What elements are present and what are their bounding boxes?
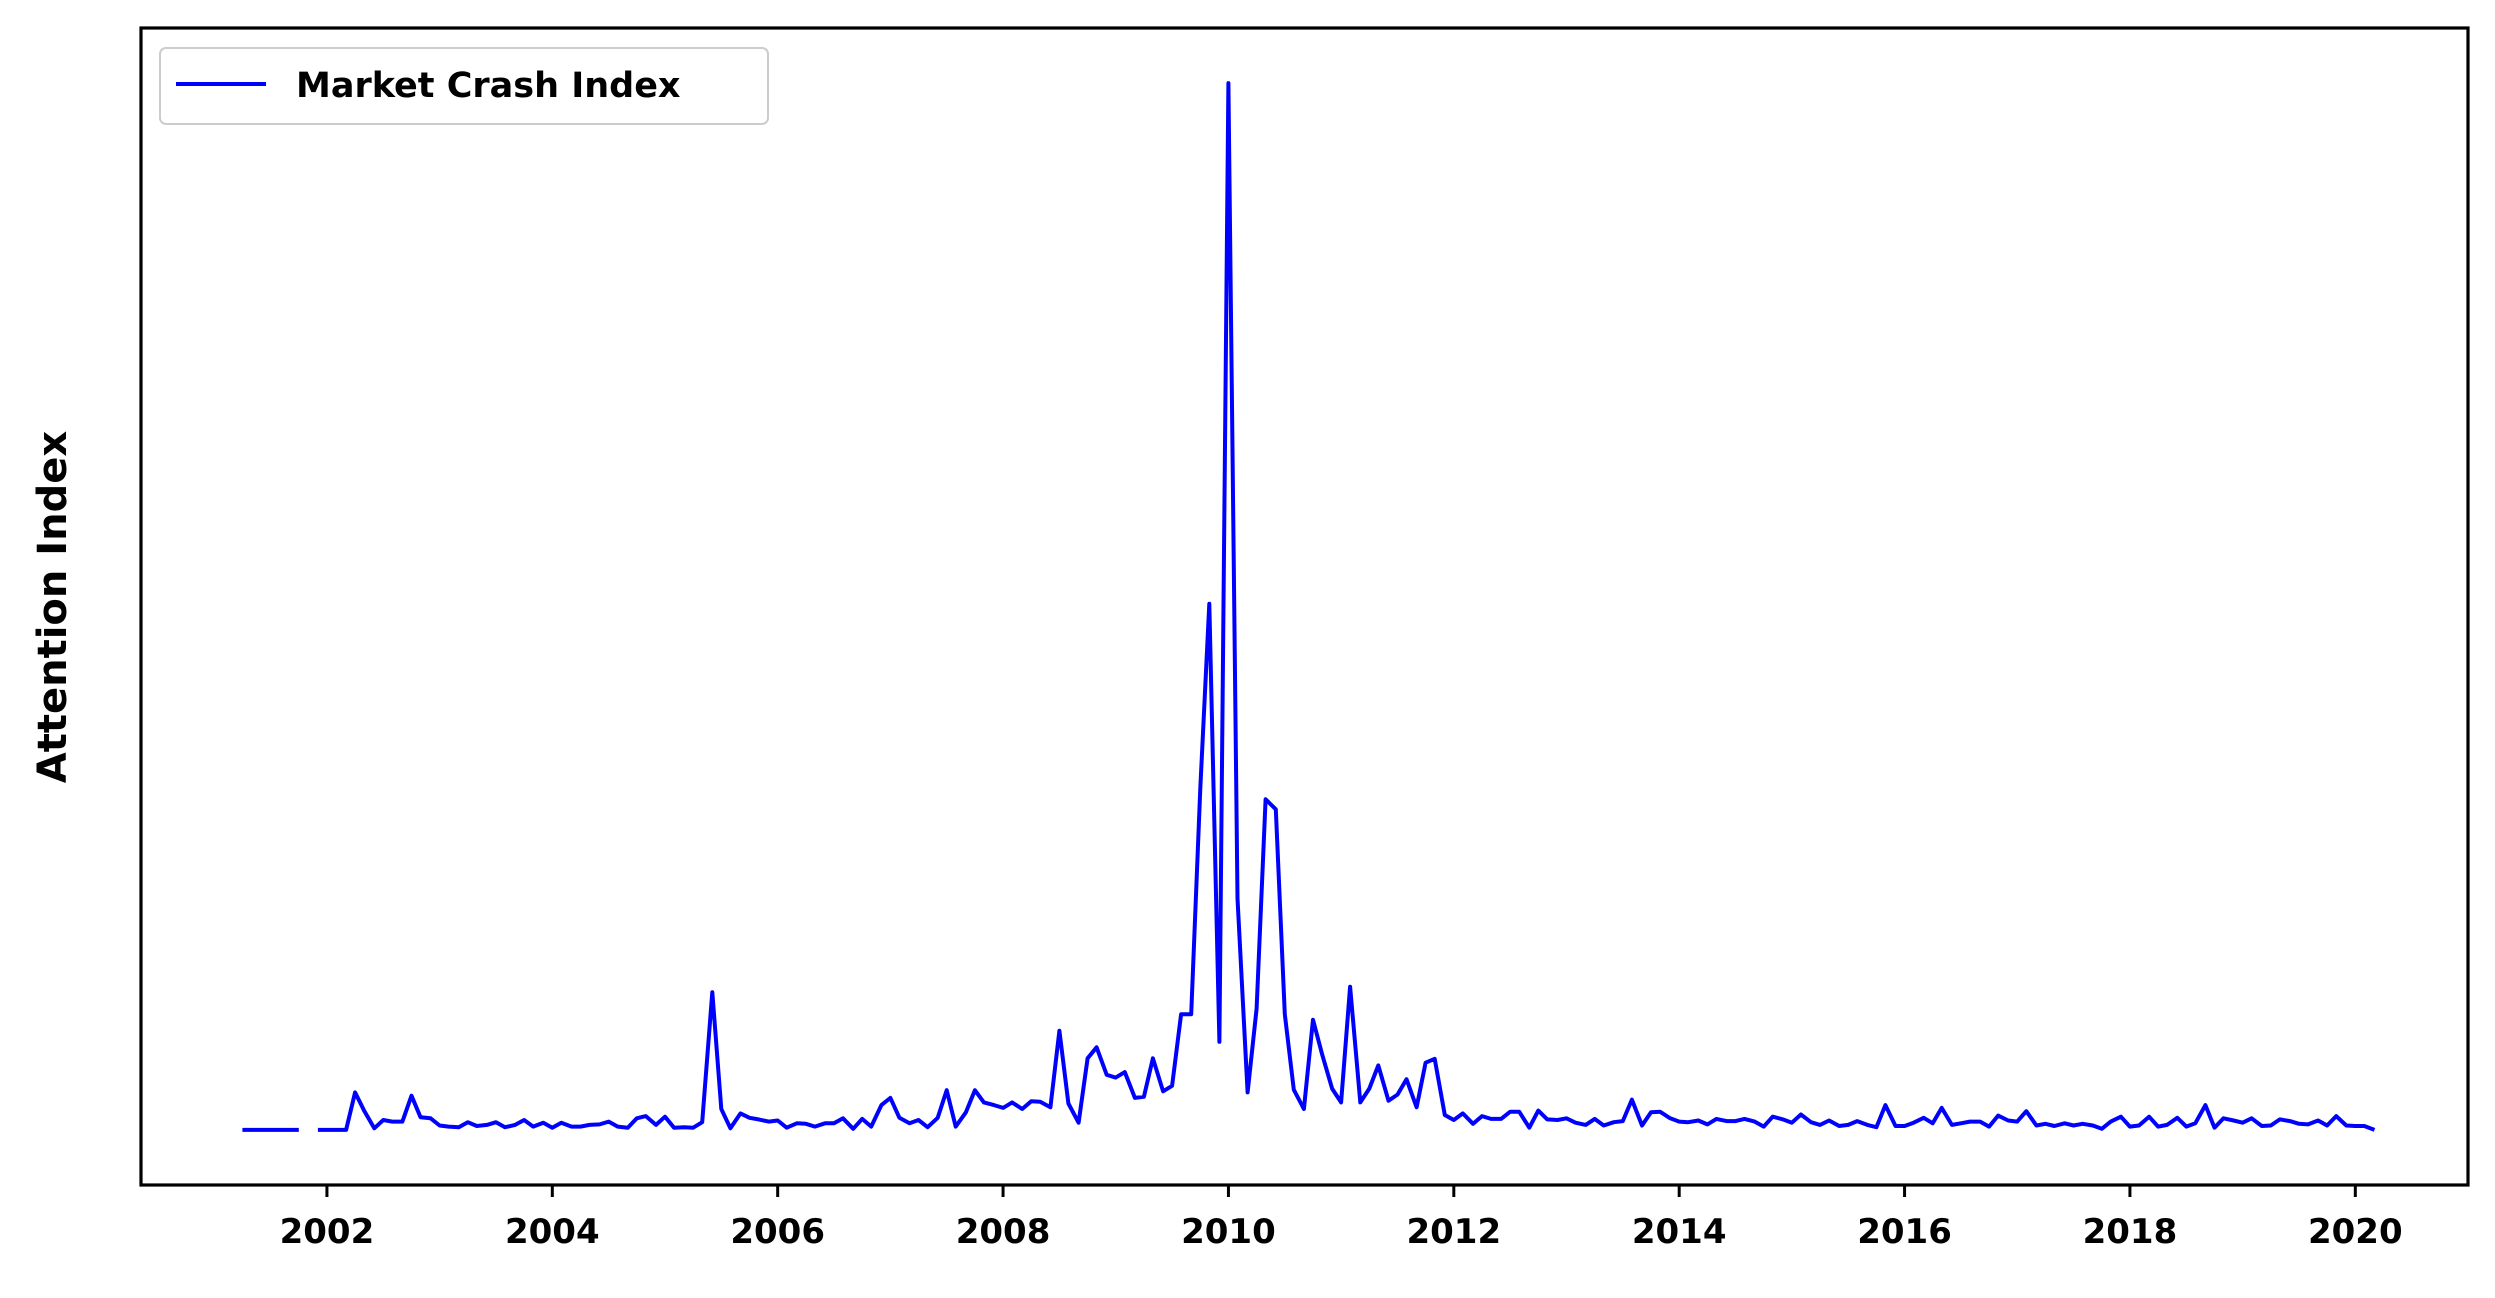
x-tick-label-2016: 2016 [1857, 1212, 1952, 1252]
x-tick-label-2010: 2010 [1181, 1212, 1276, 1252]
y-axis-label: Attention Index [30, 431, 76, 784]
x-tick-label-2020: 2020 [2308, 1212, 2403, 1252]
legend-box [159, 47, 769, 125]
plot-background [141, 28, 2468, 1185]
x-tick-label-2002: 2002 [280, 1212, 375, 1252]
x-tick-label-2012: 2012 [1406, 1212, 1501, 1252]
plot-frame [139, 26, 2470, 1187]
x-tick-label-2018: 2018 [2083, 1212, 2178, 1252]
series-line-market-crash-index [242, 81, 2376, 1132]
x-tick-label-2014: 2014 [1632, 1212, 1727, 1252]
x-axis: 2002 2004 2006 2008 2010 2012 2014 2016 2018 2020 [280, 1185, 2403, 1252]
series-layer [242, 81, 2376, 1132]
x-tick-label-2006: 2006 [730, 1212, 825, 1252]
x-tick-label-2004: 2004 [505, 1212, 600, 1252]
legend: Market Crash Index [159, 47, 769, 125]
x-tick-label-2008: 2008 [956, 1212, 1051, 1252]
legend-entry-market-crash-index: Market Crash Index [296, 66, 681, 106]
